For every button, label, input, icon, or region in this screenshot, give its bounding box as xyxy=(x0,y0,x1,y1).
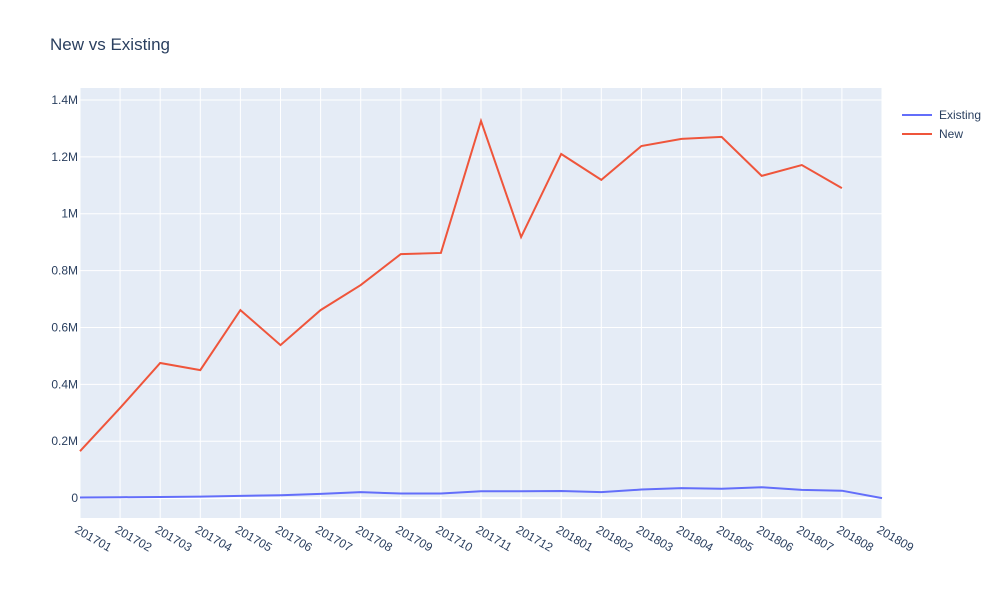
y-tick-label: 0.8M xyxy=(51,264,78,278)
y-tick-label: 0.6M xyxy=(51,320,78,334)
y-tick-label: 1.2M xyxy=(51,150,78,164)
y-tick-label: 1.4M xyxy=(51,93,78,107)
x-tick-label: 201708 xyxy=(353,522,395,554)
legend-label: New xyxy=(939,127,963,141)
x-tick-label: 201803 xyxy=(634,522,676,554)
x-tick-label: 201702 xyxy=(113,522,155,554)
x-tick-label: 201801 xyxy=(554,522,596,554)
x-tick-label: 201701 xyxy=(73,522,115,554)
x-tick-label: 201809 xyxy=(875,522,917,554)
x-tick-label: 201706 xyxy=(273,522,315,554)
x-tick-label: 201804 xyxy=(674,522,716,554)
x-tick-label: 201807 xyxy=(794,522,836,554)
x-tick-label: 201712 xyxy=(514,522,556,554)
chart-title: New vs Existing xyxy=(50,35,170,54)
y-tick-label: 1M xyxy=(61,207,78,221)
x-tick-label: 201802 xyxy=(594,522,636,554)
y-tick-label: 0.4M xyxy=(51,377,78,391)
x-tick-label: 201711 xyxy=(474,522,515,554)
x-tick-label: 201806 xyxy=(754,522,796,554)
line-series xyxy=(79,486,883,500)
x-tick-label: 201808 xyxy=(834,522,876,554)
x-tick-label: 201710 xyxy=(433,522,475,554)
x-tick-label: 201805 xyxy=(714,522,756,554)
x-tick-label: 201703 xyxy=(153,522,195,554)
legend-label: Existing xyxy=(939,108,981,122)
line-series xyxy=(79,117,843,452)
x-tick-label: 201705 xyxy=(233,522,275,554)
y-tick-label: 0.2M xyxy=(51,434,78,448)
x-tick-label: 201707 xyxy=(313,522,355,554)
x-tick-label: 201704 xyxy=(193,522,235,554)
y-tick-label: 0 xyxy=(71,491,78,505)
x-tick-label: 201709 xyxy=(393,522,435,554)
grid xyxy=(79,88,883,518)
